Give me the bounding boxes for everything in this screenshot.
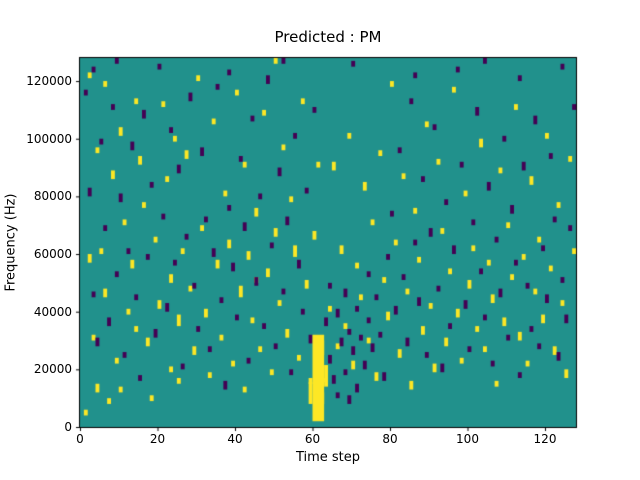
y-tick-label: 0 <box>64 420 72 434</box>
x-tick-label: 0 <box>76 432 84 446</box>
y-tick-label: 40000 <box>33 304 72 319</box>
x-axis-label: Time step <box>295 450 361 465</box>
chart-title: Predicted : PM <box>274 28 382 46</box>
y-tick-label: 120000 <box>26 74 72 89</box>
x-tick-label: 40 <box>227 432 243 446</box>
x-tick-label: 80 <box>382 432 398 446</box>
y-tick-label: 80000 <box>33 189 72 204</box>
y-axis-label: Frequency (Hz) <box>3 193 19 292</box>
x-tick-label: 60 <box>304 432 321 446</box>
x-tick-label: 20 <box>149 432 166 446</box>
y-tick-label: 20000 <box>33 362 72 377</box>
x-tick-label: 120 <box>533 432 557 446</box>
x-tick-label: 100 <box>456 432 479 446</box>
y-tick-label: 100000 <box>26 131 72 146</box>
y-tick-label: 60000 <box>33 247 72 262</box>
